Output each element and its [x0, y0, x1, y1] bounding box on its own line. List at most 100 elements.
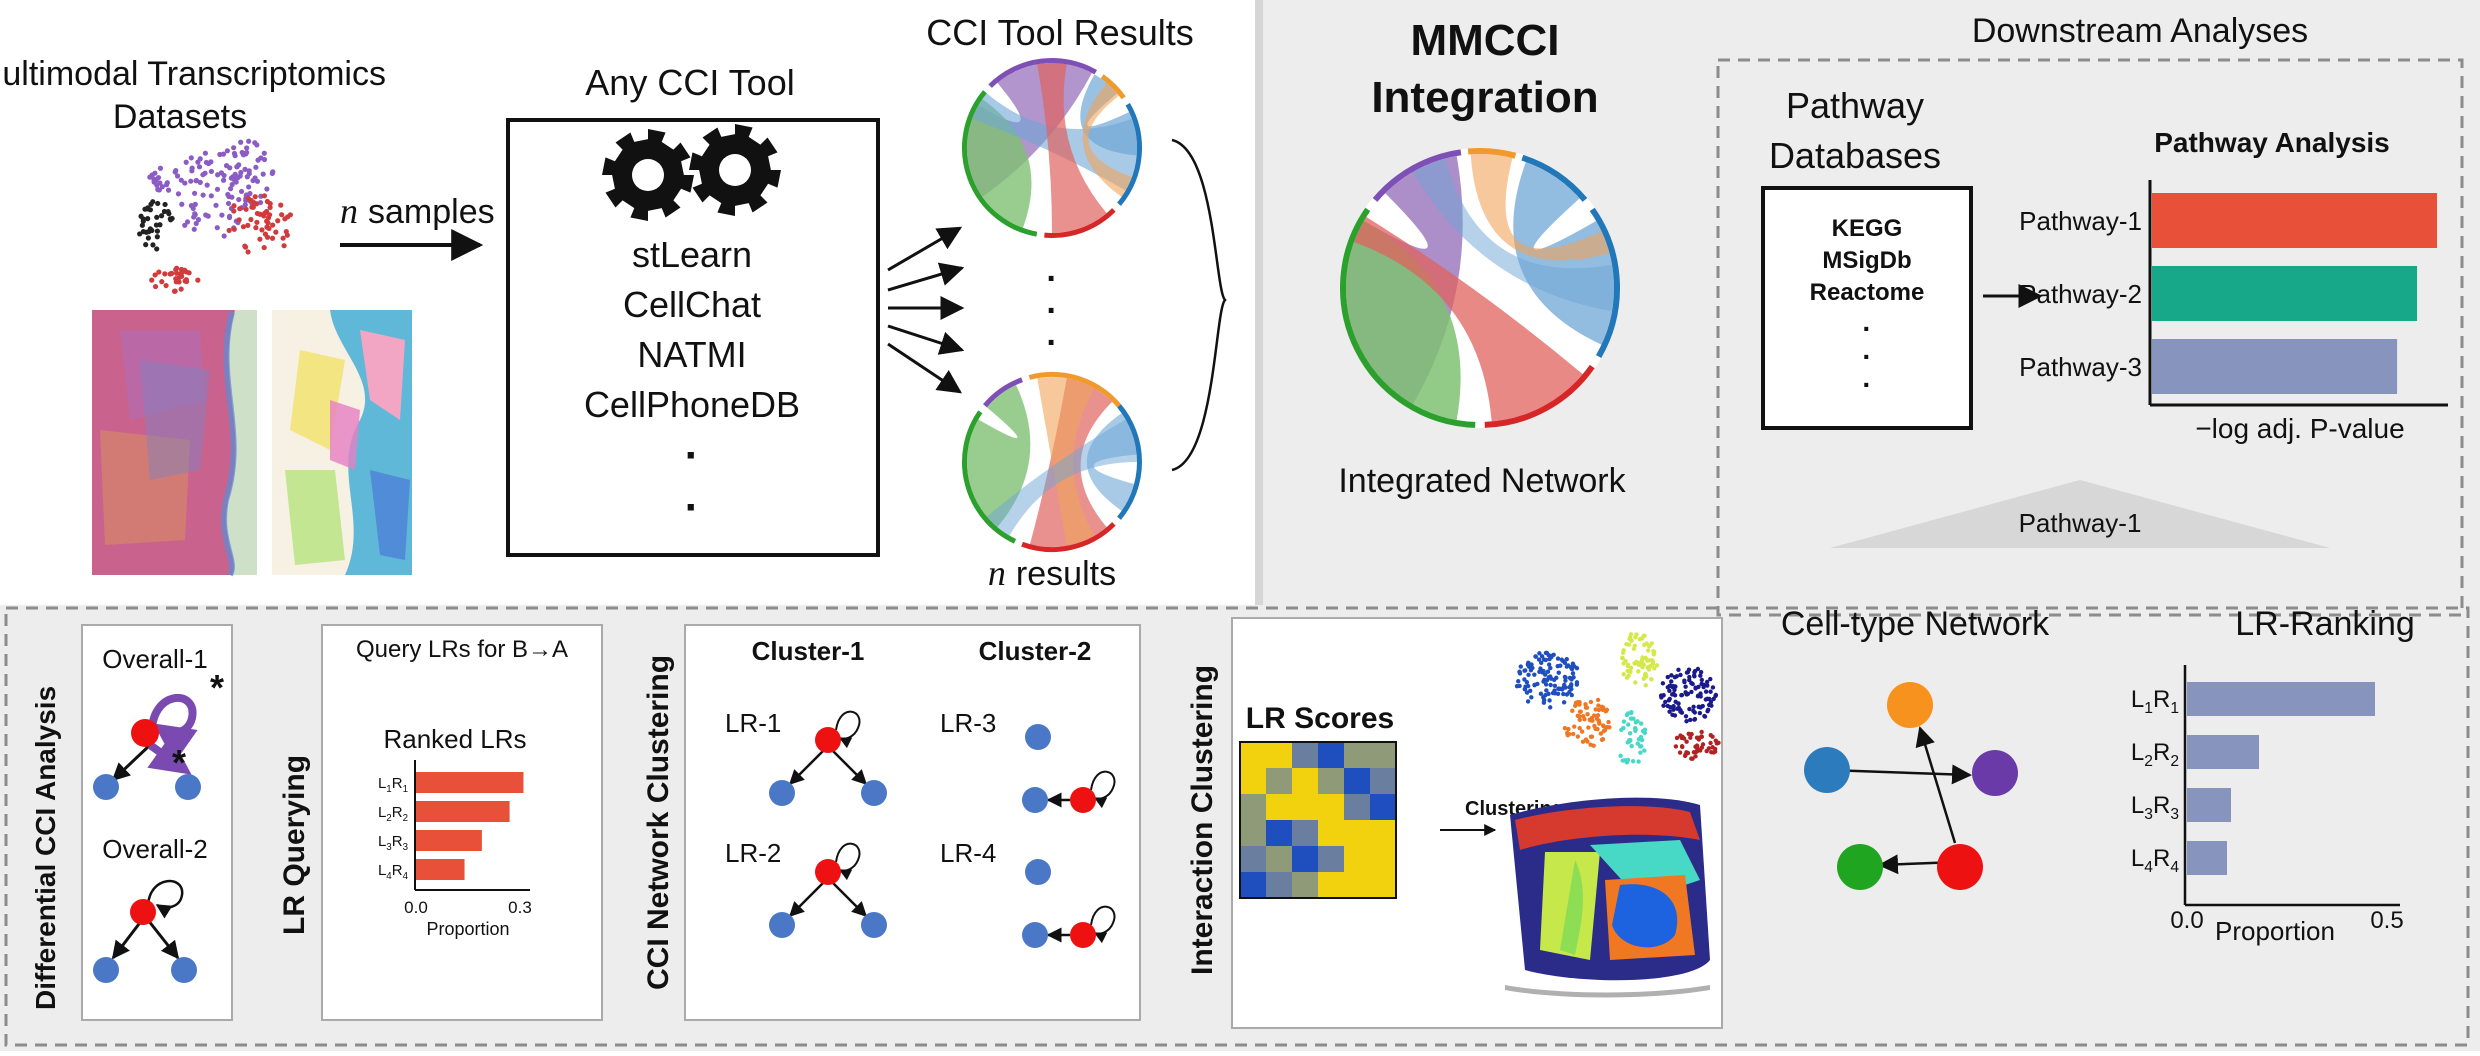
db-title-line1: Pathway	[1786, 85, 1924, 126]
lr4-node-blue	[1022, 922, 1048, 948]
lr2-node-blue	[861, 912, 887, 938]
cluster-point	[1643, 683, 1648, 688]
umap-point	[262, 231, 269, 237]
bottom-dashed-box	[4, 606, 2470, 1047]
cluster-point	[1634, 632, 1639, 637]
interaction-clustering-panel: Interaction Clustering LR Scores Cluster…	[1186, 617, 1723, 1029]
cluster-point	[1627, 636, 1632, 642]
umap-point	[226, 213, 233, 219]
cluster-point	[1569, 682, 1574, 687]
cluster-point	[1708, 676, 1713, 682]
heatmap-cell	[1292, 742, 1318, 768]
umap-point	[244, 174, 250, 180]
cluster-point	[1706, 746, 1712, 751]
cluster-point	[1713, 692, 1719, 698]
cluster-point	[1575, 734, 1581, 739]
cluster-point	[1541, 700, 1547, 705]
chord-arc	[983, 377, 1023, 408]
cluster-point	[1595, 713, 1601, 718]
cluster-umap	[1514, 632, 1721, 765]
interaction-clustering-title: Interaction Clustering	[1186, 665, 1219, 975]
query-bar	[416, 772, 524, 793]
cluster-point	[1628, 632, 1634, 637]
cluster-point	[1629, 743, 1634, 749]
cluster-point	[1665, 674, 1670, 680]
cluster-point	[1651, 649, 1657, 655]
cluster-point	[1526, 672, 1531, 678]
cluster-point	[1537, 651, 1542, 656]
umap-point	[155, 200, 161, 207]
cluster-point	[1633, 728, 1638, 733]
cluster-point	[1561, 700, 1567, 705]
lr3-label: LR-3	[940, 708, 996, 738]
cluster-point	[1709, 749, 1714, 755]
ranking-tick: 0.5	[2370, 907, 2403, 934]
umap-point	[146, 229, 152, 235]
cluster-point	[1688, 717, 1693, 723]
umap-point	[287, 212, 294, 218]
chord-arc	[1117, 103, 1142, 206]
cluster-mini-networks	[769, 710, 1116, 948]
umap-point	[261, 244, 267, 251]
cluster-point	[1638, 734, 1644, 740]
cluster-point	[1541, 695, 1546, 700]
lr3-node-red	[1070, 787, 1096, 813]
cluster-point	[1625, 711, 1631, 716]
umap-point	[221, 172, 227, 179]
cluster-point	[1625, 757, 1631, 763]
cluster-point	[1548, 665, 1553, 671]
cluster-point	[1692, 710, 1697, 715]
cluster-point	[1677, 750, 1683, 755]
cluster-point	[1671, 707, 1676, 712]
tissue-image-1	[92, 310, 257, 577]
cluster-point	[1685, 669, 1691, 675]
gear-hole	[719, 154, 751, 186]
cluster-point	[1633, 661, 1638, 666]
cluster-point	[1683, 752, 1688, 758]
celltype-title: Cell-type Network	[1781, 605, 2050, 643]
cluster-point	[1676, 667, 1681, 673]
ranking-title: LR-Ranking	[2235, 605, 2415, 643]
zoom-wedge	[1830, 480, 2330, 548]
umap-point	[197, 179, 203, 185]
heatmap-cell	[1344, 820, 1370, 846]
ranking-bar-label: L2R2	[2131, 739, 2179, 770]
lr4-node-blue-top	[1025, 859, 1051, 885]
cluster-point	[1583, 737, 1589, 742]
lr1-node-blue	[769, 780, 795, 806]
chord-arc	[1467, 148, 1517, 159]
umap-point	[172, 169, 178, 175]
cluster-point	[1684, 739, 1689, 744]
umap-point	[270, 169, 276, 175]
cluster-point	[1552, 683, 1558, 689]
cluster-point	[1543, 657, 1549, 663]
cluster-point	[1565, 733, 1571, 738]
umap-point	[157, 165, 164, 171]
umap-point	[202, 150, 208, 156]
cluster-point	[1606, 719, 1611, 725]
umap-point	[278, 202, 284, 208]
chord-arc	[1372, 149, 1462, 202]
umap-point	[178, 286, 184, 292]
cluster-point	[1546, 662, 1552, 667]
cluster-point	[1627, 731, 1633, 736]
cluster-point	[1637, 636, 1643, 642]
results-footer-text: results	[1016, 555, 1116, 593]
umap-point	[265, 220, 271, 226]
lr-scores-label: LR Scores	[1246, 702, 1394, 735]
cci-results-section: CCI Tool Results · · · n results	[926, 12, 1227, 593]
cluster-point	[1545, 669, 1551, 674]
cluster-point	[1650, 658, 1655, 663]
umap-point	[266, 212, 273, 218]
cluster-point	[1518, 664, 1524, 669]
cluster-point	[1548, 682, 1553, 688]
cluster-point	[1552, 691, 1558, 696]
cluster-point	[1583, 702, 1588, 707]
cluster-point	[1544, 688, 1549, 693]
umap-point	[155, 187, 161, 193]
cluster-point	[1569, 677, 1574, 682]
umap-point	[232, 171, 238, 177]
cluster-point	[1708, 689, 1713, 694]
cluster-point	[1695, 747, 1701, 752]
umap-point	[200, 192, 206, 198]
